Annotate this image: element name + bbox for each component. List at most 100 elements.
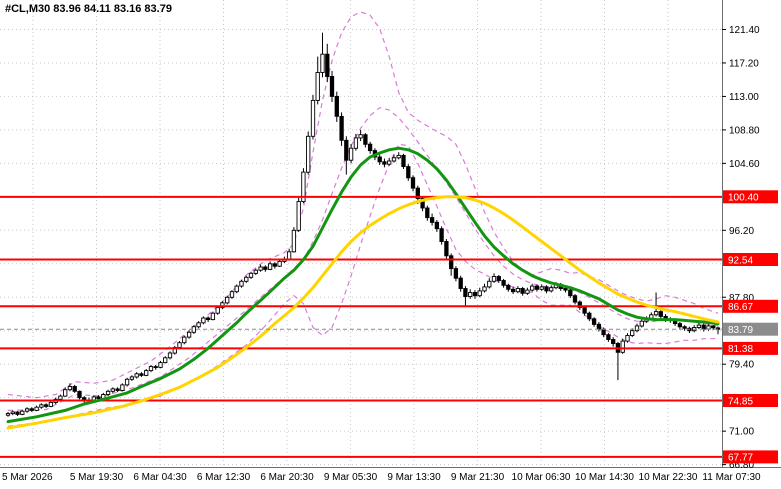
candle <box>267 261 273 271</box>
candle <box>606 333 611 342</box>
candle <box>449 253 454 276</box>
yellow-ma-line <box>6 195 720 430</box>
candle <box>625 333 630 343</box>
price-axis[interactable]: 121.40 117.20 113.00 108.80 104.60 96.20 87.80… <box>722 25 778 471</box>
candle <box>491 273 497 283</box>
candle <box>301 168 306 204</box>
candle <box>572 294 578 305</box>
candle <box>144 368 149 377</box>
candle <box>453 266 459 282</box>
candle <box>329 70 335 103</box>
candle <box>482 283 487 293</box>
level-price-badge <box>723 394 778 407</box>
price-tick-label: 87.80 <box>729 293 754 304</box>
candle <box>530 283 535 292</box>
bb-middle-line <box>7 106 719 411</box>
candle <box>272 262 277 269</box>
candle <box>244 275 249 283</box>
candle <box>110 387 115 393</box>
candle <box>220 301 225 310</box>
time-tick-label: 9 Mar 05:30 <box>324 472 378 483</box>
candle <box>258 264 263 272</box>
candle <box>363 133 368 148</box>
candle <box>306 131 311 175</box>
candle <box>501 278 506 288</box>
candle <box>591 317 597 327</box>
time-tick-label: 10 Mar 14:30 <box>575 472 634 483</box>
candle <box>568 288 573 299</box>
time-tick-label: 6 Mar 20:30 <box>260 472 314 483</box>
price-tick-label: 108.80 <box>729 125 760 136</box>
candle <box>163 356 168 364</box>
price-tick-label: 71.00 <box>729 427 754 438</box>
candles-layer <box>5 32 721 417</box>
candle <box>434 219 440 232</box>
candle <box>167 351 173 360</box>
candle <box>339 112 344 146</box>
candle <box>310 94 316 140</box>
price-tick-label: 79.40 <box>729 360 754 371</box>
candle <box>382 158 387 168</box>
candle <box>225 295 230 305</box>
candle <box>620 338 625 354</box>
bb-lower-line <box>7 143 718 427</box>
candle <box>129 375 135 381</box>
time-tick-label: 6 Mar 12:30 <box>197 472 251 483</box>
candle <box>687 326 692 334</box>
candle <box>315 56 320 105</box>
level-price-badge <box>723 450 778 464</box>
candle <box>48 400 54 408</box>
candle <box>444 239 449 260</box>
bid-price-badge <box>723 322 778 336</box>
time-tick-label: 9 Mar 21:30 <box>451 472 505 483</box>
level-price-badge-label: 100.40 <box>728 193 759 204</box>
green-ma-line <box>6 146 720 424</box>
time-tick-label: 6 Mar 04:30 <box>133 472 187 483</box>
price-tick-label: 96.20 <box>729 226 754 237</box>
candle <box>611 337 616 347</box>
candle <box>5 412 11 417</box>
candle <box>210 311 216 321</box>
candle <box>344 136 349 175</box>
time-tick-label: 10 Mar 06:30 <box>512 472 571 483</box>
candle <box>391 154 397 163</box>
time-axis[interactable]: 5 Mar 2026 5 Mar 19:30 6 Mar 04:30 6 Mar 12… <box>2 472 761 483</box>
candle <box>515 286 521 294</box>
candle <box>582 306 587 316</box>
candle <box>263 265 268 272</box>
candle <box>153 364 158 370</box>
candle <box>253 268 258 275</box>
level-price-badge <box>723 253 778 266</box>
candle <box>496 274 501 283</box>
candle <box>120 383 125 392</box>
time-tick-label: 5 Mar 2026 <box>2 472 53 483</box>
moving-averages-layer <box>6 146 720 430</box>
candle <box>15 411 20 416</box>
bid-price-badge-label: 83.79 <box>728 325 753 336</box>
candle <box>20 409 25 416</box>
level-price-badge <box>723 299 778 313</box>
candle <box>134 372 139 379</box>
candle <box>439 226 444 245</box>
price-tick-label: 66.80 <box>729 460 754 471</box>
candle <box>29 407 34 413</box>
candle <box>334 91 339 122</box>
candle <box>429 213 435 226</box>
candle <box>525 287 530 295</box>
candle <box>63 387 68 397</box>
price-tick-label: 113.00 <box>729 92 759 103</box>
candle <box>549 285 554 293</box>
candle <box>196 321 201 329</box>
candle <box>677 321 683 330</box>
candle <box>410 175 416 192</box>
candle <box>377 154 382 165</box>
candle <box>406 164 411 181</box>
candle <box>72 384 77 393</box>
red-levels-layer[interactable] <box>0 195 722 458</box>
candle <box>696 322 702 330</box>
candle <box>401 153 406 169</box>
candle <box>248 271 254 279</box>
candle <box>358 129 363 142</box>
